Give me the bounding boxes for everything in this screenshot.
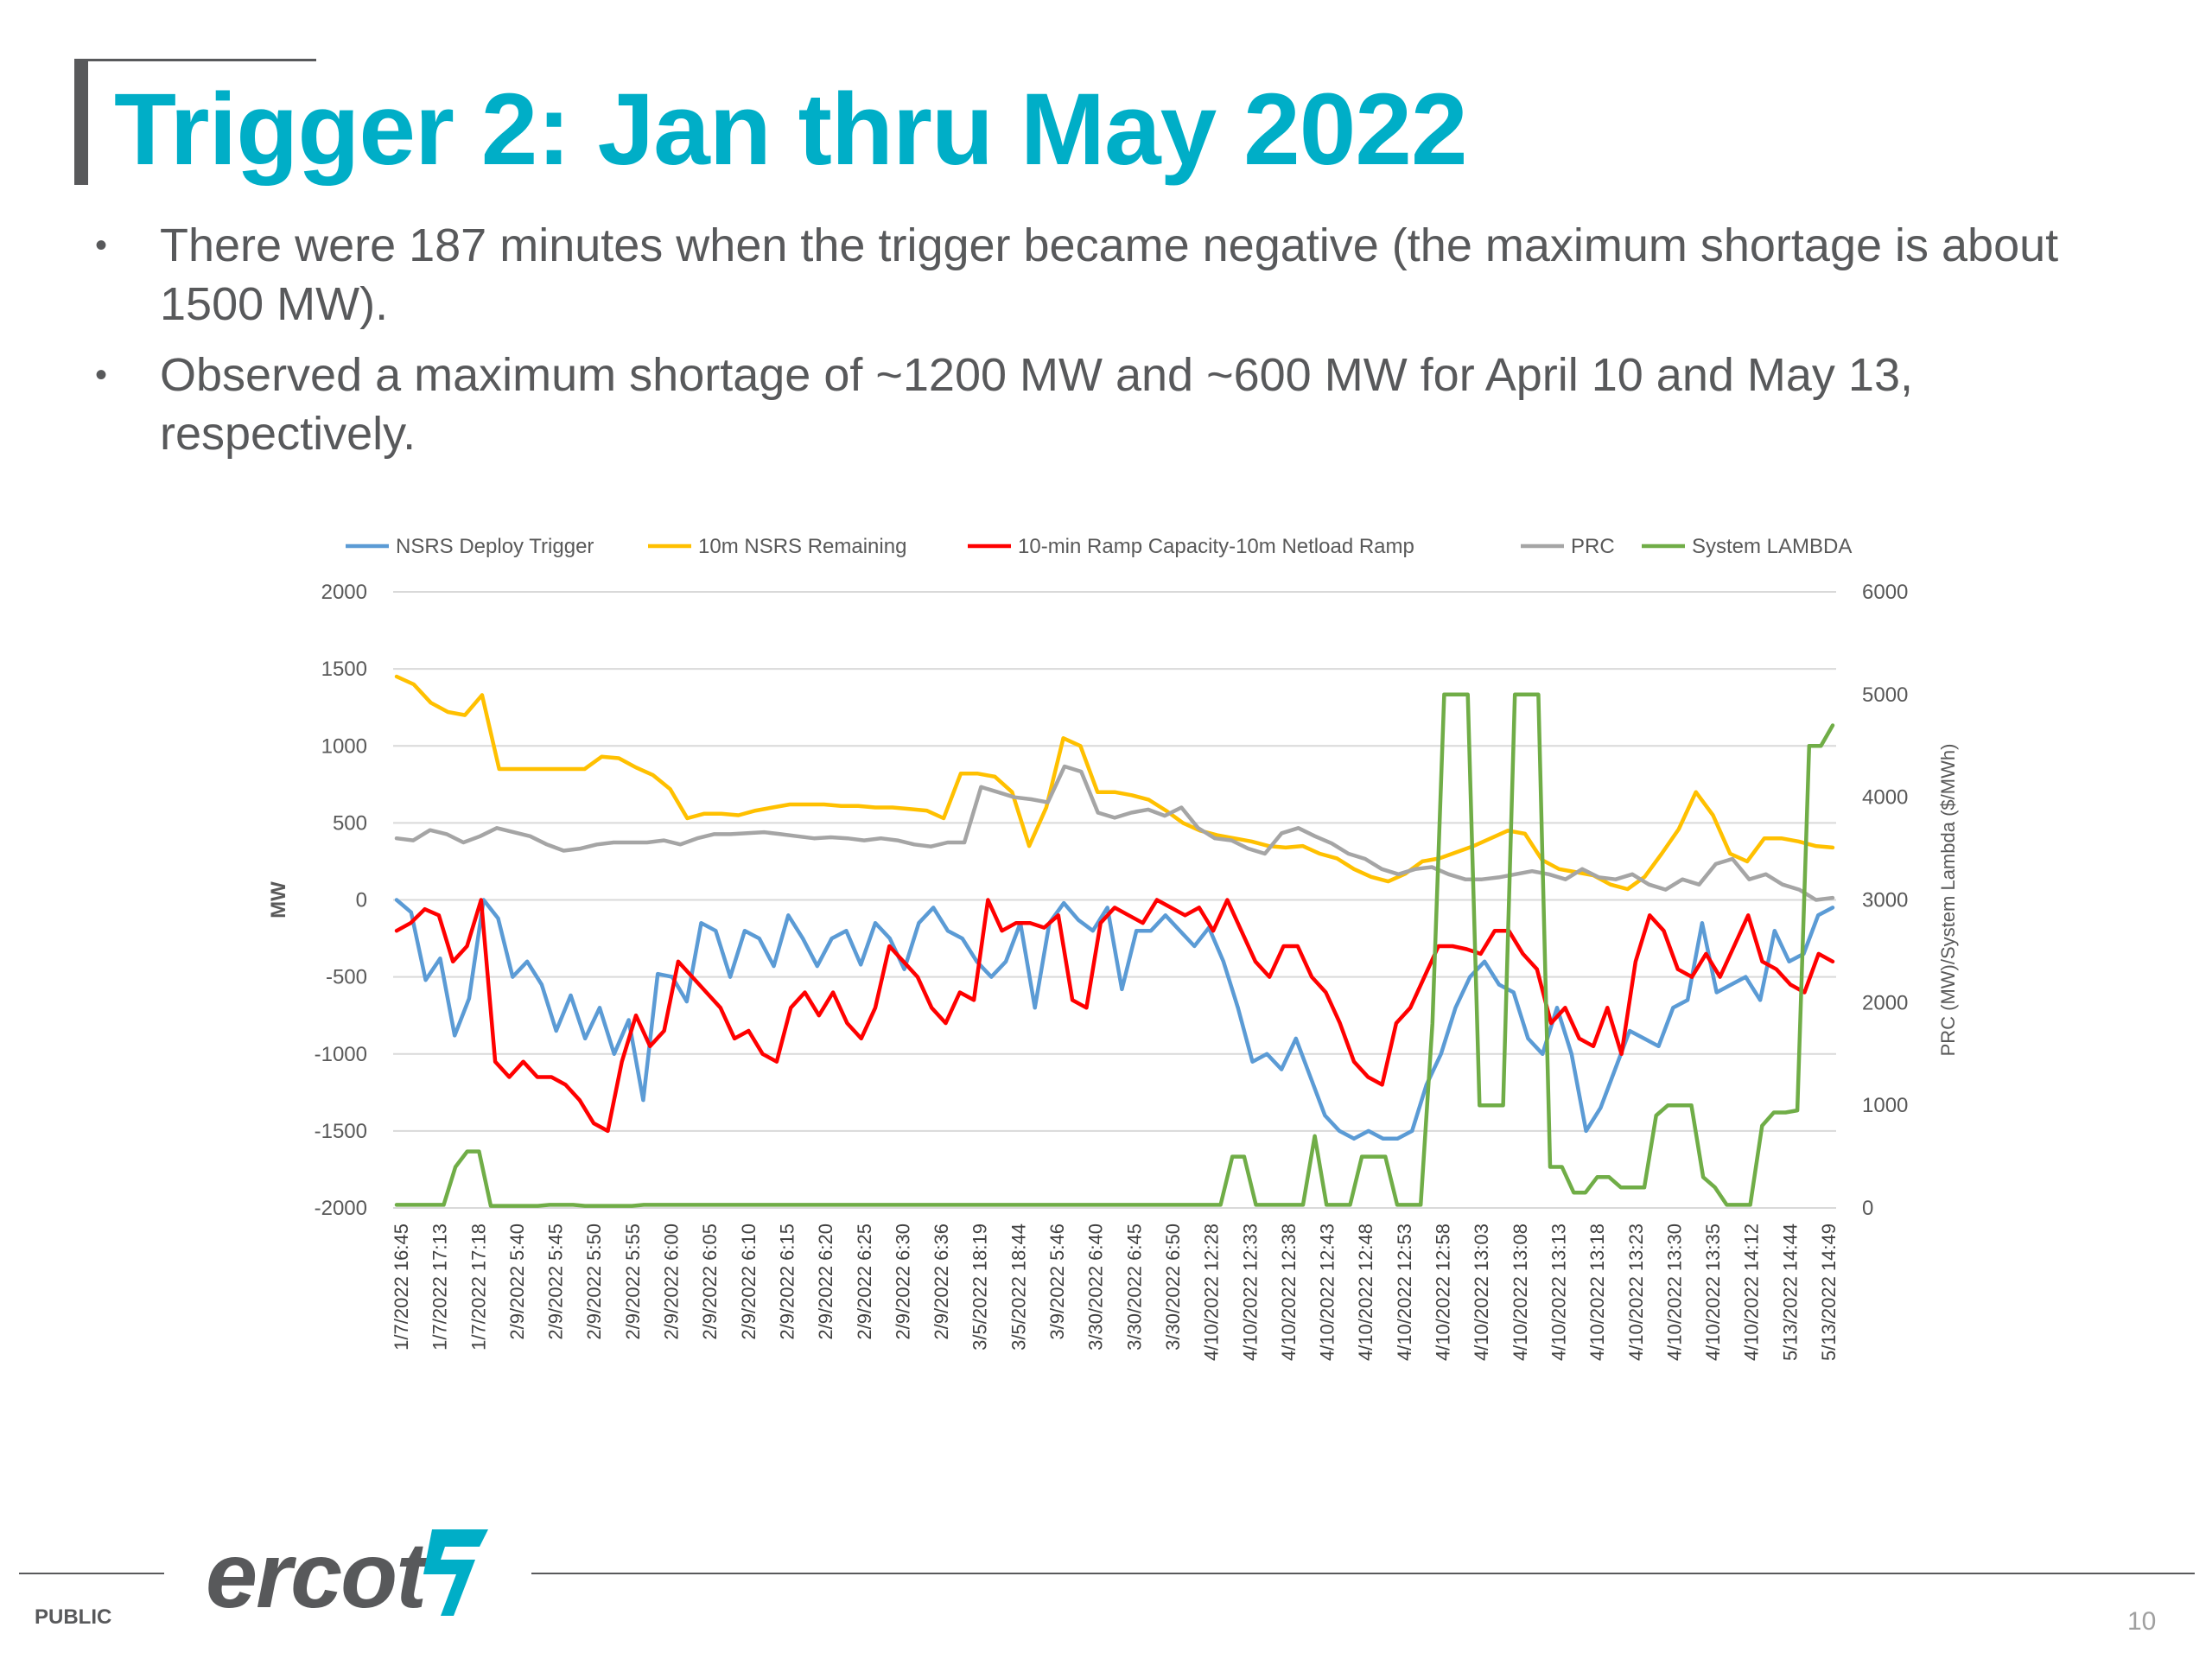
x-tick-label: 3/30/2022 6:50 (1162, 1224, 1184, 1351)
legend-entry: PRC (1571, 535, 1615, 558)
x-tick-label: 4/10/2022 12:53 (1394, 1224, 1415, 1361)
y-right-tick-label: 1000 (1862, 1094, 1908, 1117)
footer-rule-right (531, 1573, 2195, 1574)
bullet-dot: • (95, 226, 108, 264)
x-tick-label: 4/10/2022 13:35 (1702, 1224, 1724, 1361)
x-tick-label: 2/9/2022 6:00 (661, 1224, 683, 1340)
x-tick-label: 4/10/2022 12:38 (1278, 1224, 1300, 1361)
ercot-logo-icon (423, 1529, 488, 1616)
x-tick-label: 2/9/2022 5:50 (583, 1224, 605, 1340)
y-left-tick-label: 2000 (321, 581, 367, 604)
x-tick-label: 4/10/2022 13:08 (1510, 1224, 1531, 1361)
legend-entry: NSRS Deploy Trigger (396, 535, 594, 558)
ercot-logo: ercot (206, 1522, 427, 1627)
x-tick-label: 4/10/2022 12:33 (1239, 1224, 1261, 1361)
y-left-tick-label: -500 (326, 966, 367, 989)
x-tick-label: 2/9/2022 6:20 (815, 1224, 836, 1340)
x-tick-label: 4/10/2022 12:48 (1355, 1224, 1376, 1361)
x-tick-label: 2/9/2022 6:36 (931, 1224, 952, 1340)
x-tick-label: 2/9/2022 6:15 (776, 1224, 798, 1340)
x-tick-label: 2/9/2022 5:55 (622, 1224, 644, 1340)
x-tick-label: 4/10/2022 13:03 (1471, 1224, 1492, 1361)
x-tick-label: 3/9/2022 5:46 (1046, 1224, 1068, 1340)
x-tick-label: 4/10/2022 12:43 (1317, 1224, 1338, 1361)
legend-entry: 10m NSRS Remaining (698, 535, 906, 558)
series-line (394, 898, 1835, 1141)
x-tick-label: 3/5/2022 18:19 (969, 1224, 991, 1351)
x-tick-label: 1/7/2022 17:18 (467, 1224, 489, 1351)
y-right-tick-label: 4000 (1862, 786, 1908, 810)
y-left-tick-label: 0 (356, 889, 367, 912)
y-right-tick-label: 0 (1862, 1197, 1873, 1220)
x-tick-label: 2/9/2022 6:25 (854, 1224, 875, 1340)
x-tick-label: 2/9/2022 6:30 (892, 1224, 913, 1340)
x-tick-label: 1/7/2022 17:13 (429, 1224, 451, 1351)
y-left-tick-label: 1500 (321, 658, 367, 681)
x-tick-label: 2/9/2022 5:45 (545, 1224, 567, 1340)
title-accent-bar (74, 59, 88, 185)
y-left-tick-label: -2000 (315, 1197, 367, 1220)
x-tick-label: 4/10/2022 12:28 (1201, 1224, 1223, 1361)
series-line (394, 674, 1835, 892)
x-tick-label: 5/13/2022 14:49 (1818, 1224, 1840, 1361)
bullet-dot: • (95, 356, 108, 394)
x-tick-label: 4/10/2022 13:30 (1663, 1224, 1685, 1361)
page-number: 10 (2127, 1607, 2157, 1636)
x-tick-label: 4/10/2022 14:12 (1741, 1224, 1763, 1361)
x-tick-label: 3/5/2022 18:44 (1007, 1224, 1029, 1351)
bullet-text: There were 187 minutes when the trigger … (160, 219, 2059, 330)
series-line (394, 764, 1835, 902)
y-right-tick-label: 6000 (1862, 581, 1908, 604)
y-left-axis-label: MW (267, 881, 290, 918)
x-tick-label: 4/10/2022 13:23 (1625, 1224, 1647, 1361)
x-tick-label: 3/30/2022 6:45 (1123, 1224, 1145, 1351)
y-left-tick-label: -1000 (315, 1043, 367, 1066)
classification-label: PUBLIC (35, 1605, 112, 1629)
x-tick-label: 4/10/2022 13:13 (1548, 1224, 1569, 1361)
slide-title: Trigger 2: Jan thru May 2022 (114, 73, 1468, 187)
bullet-list: • There were 187 minutes when the trigge… (95, 216, 2082, 475)
y-left-tick-label: 1000 (321, 734, 367, 758)
x-tick-label: 2/9/2022 6:10 (738, 1224, 760, 1340)
legend-entry: 10-min Ramp Capacity-10m Netload Ramp (1018, 535, 1414, 558)
bullet-item: • There were 187 minutes when the trigge… (95, 216, 2082, 334)
series-line (394, 898, 1835, 1134)
x-tick-label: 2/9/2022 5:40 (506, 1224, 528, 1340)
x-tick-label: 2/9/2022 6:05 (699, 1224, 721, 1340)
x-tick-label: 4/10/2022 12:58 (1433, 1224, 1454, 1361)
x-tick-label: 1/7/2022 16:45 (391, 1224, 412, 1351)
x-tick-label: 4/10/2022 13:18 (1586, 1224, 1608, 1361)
bullet-text: Observed a maximum shortage of ~1200 MW … (160, 349, 1913, 460)
y-right-tick-label: 2000 (1862, 991, 1908, 1014)
footer-rule-left (19, 1573, 164, 1574)
series-line (394, 692, 1835, 1208)
title-accent-rule (74, 59, 316, 61)
y-right-axis-label: PRC (MW)/System Lambda ($/MWh) (1937, 744, 1959, 1057)
legend-entry: System LAMBDA (1692, 535, 1852, 558)
x-tick-label: 3/30/2022 6:40 (1085, 1224, 1107, 1351)
bullet-item: • Observed a maximum shortage of ~1200 M… (95, 346, 2082, 463)
y-right-tick-label: 3000 (1862, 889, 1908, 912)
y-left-tick-label: 500 (333, 811, 367, 835)
x-tick-label: 5/13/2022 14:44 (1779, 1224, 1801, 1361)
y-right-tick-label: 5000 (1862, 683, 1908, 707)
y-left-tick-label: -1500 (315, 1120, 367, 1143)
